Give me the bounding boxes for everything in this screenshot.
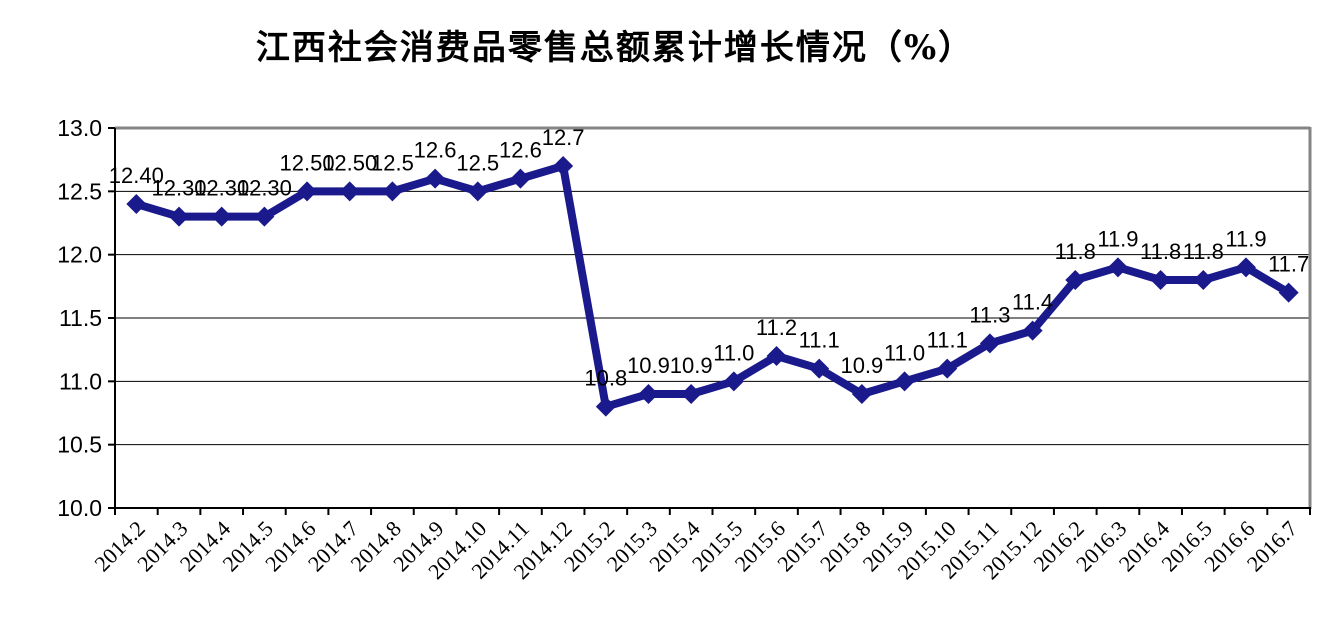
data-point-label: 10.8 xyxy=(584,366,627,391)
y-axis-label: 10.0 xyxy=(57,495,102,521)
y-axis-label: 11.5 xyxy=(59,305,102,331)
data-point-marker xyxy=(1065,270,1086,290)
data-point-label: 11.9 xyxy=(1225,226,1266,251)
data-point-label: 11.0 xyxy=(884,340,925,365)
data-point-marker xyxy=(766,346,787,366)
chart-title: 江西社会消费品零售总额累计增长情况（%） xyxy=(255,28,975,68)
data-point-label: 12.30 xyxy=(237,176,292,201)
data-point-marker xyxy=(510,168,531,189)
data-point-marker xyxy=(169,206,190,227)
data-point-marker xyxy=(339,181,360,202)
data-point-label: 11.7 xyxy=(1268,252,1309,277)
data-point-marker xyxy=(681,384,702,404)
data-point-label: 11.1 xyxy=(927,328,968,353)
data-point-label: 11.8 xyxy=(1055,239,1096,264)
data-point-marker xyxy=(937,358,958,379)
data-point-marker xyxy=(467,181,488,202)
data-point-label: 11.1 xyxy=(799,328,840,353)
y-axis-label: 12.5 xyxy=(57,178,102,204)
data-point-label: 12.7 xyxy=(542,125,585,150)
y-axis-label: 10.5 xyxy=(57,432,102,458)
data-point-marker xyxy=(126,194,147,214)
data-point-label: 12.5 xyxy=(371,150,414,175)
data-point-marker xyxy=(425,168,446,189)
data-point-label: 11.9 xyxy=(1097,226,1138,251)
data-point-marker xyxy=(894,371,915,392)
y-axis-label: 11.0 xyxy=(59,368,102,394)
data-point-label: 11.4 xyxy=(1012,290,1053,315)
data-point-marker xyxy=(809,358,830,379)
data-point-label: 12.6 xyxy=(414,138,457,163)
data-point-marker xyxy=(1107,257,1128,278)
data-point-marker xyxy=(851,384,872,404)
data-point-label: 12.50 xyxy=(280,150,335,175)
data-point-marker xyxy=(1193,270,1214,290)
data-point-marker xyxy=(1022,320,1043,341)
data-point-marker xyxy=(638,384,659,404)
data-point-marker xyxy=(297,181,318,202)
data-point-label: 12.30 xyxy=(151,176,206,201)
data-point-label: 11.0 xyxy=(713,340,754,365)
data-point-label: 12.50 xyxy=(322,150,377,175)
data-point-label: 11.3 xyxy=(969,302,1010,327)
data-point-marker xyxy=(254,206,275,227)
data-point-label: 12.6 xyxy=(499,138,542,163)
data-point-marker xyxy=(382,181,403,202)
data-point-label: 10.9 xyxy=(840,353,883,378)
data-point-marker xyxy=(553,156,574,176)
data-series-line xyxy=(132,162,1293,411)
data-point-label: 11.8 xyxy=(1140,239,1181,264)
data-point-marker xyxy=(211,206,232,227)
data-point-label: 12.40 xyxy=(109,163,164,188)
data-point-marker xyxy=(1235,257,1256,278)
y-axis-label: 13.0 xyxy=(57,115,102,141)
data-point-label: 10.9 xyxy=(670,353,713,378)
data-point-label: 10.9 xyxy=(627,353,670,378)
data-point-marker xyxy=(1278,282,1299,303)
data-point-marker xyxy=(979,333,1000,354)
data-point-label: 12.5 xyxy=(456,150,499,175)
data-point-label: 11.8 xyxy=(1183,239,1224,264)
data-point-label: 12.30 xyxy=(194,176,249,201)
y-axis-label: 12.0 xyxy=(57,242,102,268)
data-point-marker xyxy=(723,371,744,392)
data-point-marker xyxy=(595,396,616,417)
data-point-label: 11.2 xyxy=(756,315,797,340)
data-point-marker xyxy=(1150,270,1171,290)
